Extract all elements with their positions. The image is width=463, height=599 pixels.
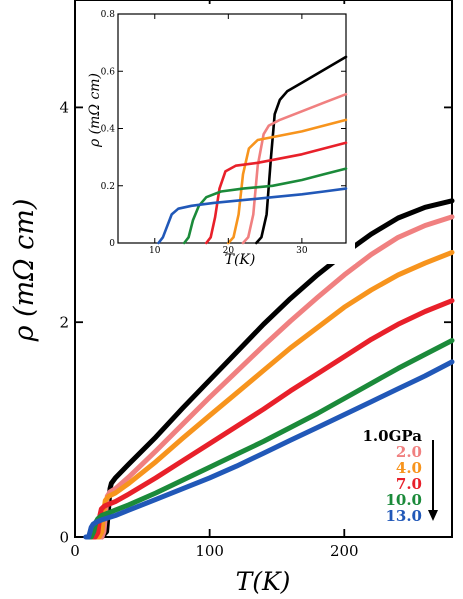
- legend-entry-3: 7.0: [396, 475, 422, 493]
- main-x-tick-label-2: 200: [330, 542, 359, 560]
- inset-y-axis-label: ρ (mΩ cm): [87, 73, 103, 148]
- main-y-tick-label-0: 0: [59, 528, 69, 546]
- inset-y-tick-label-3: 0.6: [101, 67, 116, 77]
- inset-y-tick-label-1: 0.2: [101, 182, 115, 192]
- main-series-line-5: [83, 359, 455, 540]
- main-x-tick-label-0: 0: [70, 542, 80, 560]
- main-y-axis-label: ρ (mΩ cm): [9, 199, 40, 343]
- inset-x-tick-label-1: 20: [223, 246, 235, 256]
- main-y-tick-label-1: 2: [59, 313, 69, 331]
- inset-series-group: [157, 55, 348, 245]
- legend-arrow: [428, 440, 438, 521]
- inset-y-tick-label-0: 0: [109, 239, 115, 249]
- legend-entry-5: 13.0: [385, 507, 422, 525]
- legend-entry-1: 2.0: [396, 443, 422, 461]
- inset-x-tick-label-0: 10: [149, 246, 161, 256]
- inset-plot: 10 20 30 0 0.2 0.4 0.6 0.8 T(K) ρ (mΩ cm): [87, 4, 355, 268]
- inset-series-line-0: [255, 55, 348, 245]
- main-y-tick-label-2: 4: [59, 99, 69, 117]
- inset-series-line-3: [205, 141, 348, 245]
- main-series-group: [83, 198, 455, 540]
- legend-entry-4: 10.0: [385, 491, 422, 509]
- inset-background: [88, 4, 355, 264]
- inset-y-tick-label-4: 0.8: [101, 10, 116, 20]
- inset-series-line-4: [182, 167, 348, 245]
- inset-y-tick-label-2: 0.4: [101, 125, 116, 135]
- inset-series-line-2: [227, 118, 348, 245]
- main-plot-frame: [74, 0, 453, 538]
- inset-axis-ticks: 10 20 30 0 0.2 0.4 0.6 0.8: [101, 10, 346, 256]
- legend-entry-2: 4.0: [396, 459, 422, 477]
- inset-series-line-5: [157, 187, 348, 245]
- inset-series-line-1: [241, 92, 348, 245]
- inset-x-axis-label: T(K): [225, 252, 256, 268]
- inset-x-tick-label-2: 30: [296, 246, 308, 256]
- main-x-tick-label-1: 100: [195, 542, 224, 560]
- main-x-axis-label: T(K): [236, 567, 291, 596]
- legend-entry-0: 1.0GPa: [362, 427, 422, 445]
